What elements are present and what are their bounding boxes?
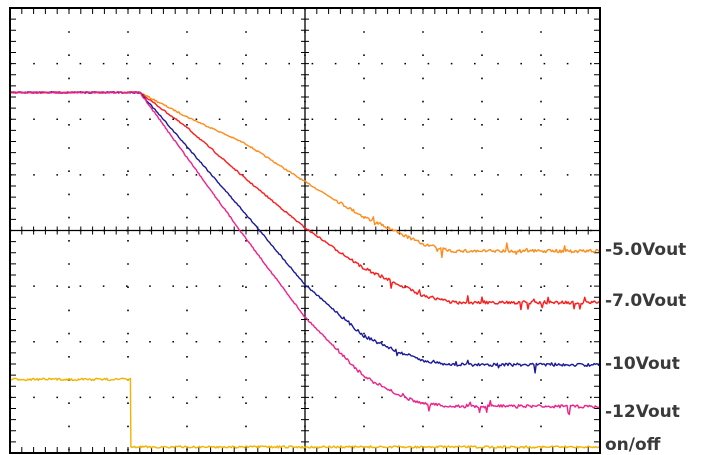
series-label: -7.0Vout (605, 293, 686, 310)
series-label: -5.0Vout (605, 242, 686, 259)
grid (10, 8, 600, 453)
series-label: -12Vout (605, 404, 680, 421)
series-label: on/off (605, 437, 660, 454)
series-label: -10Vout (605, 356, 680, 373)
